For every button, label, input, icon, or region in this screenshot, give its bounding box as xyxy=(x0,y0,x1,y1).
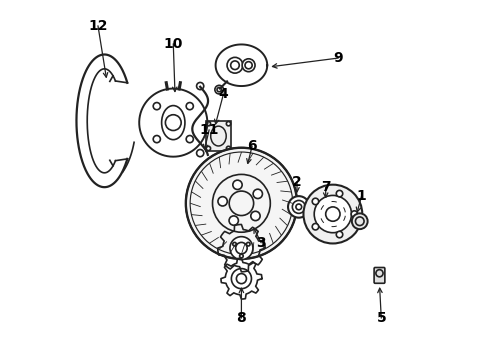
Circle shape xyxy=(226,146,231,150)
Text: 4: 4 xyxy=(219,87,228,101)
Circle shape xyxy=(233,180,242,189)
Text: 11: 11 xyxy=(199,123,219,137)
Circle shape xyxy=(186,103,194,110)
Circle shape xyxy=(206,122,211,126)
Circle shape xyxy=(246,242,250,246)
Text: 6: 6 xyxy=(247,139,257,153)
Circle shape xyxy=(312,198,318,204)
Text: 8: 8 xyxy=(237,311,246,325)
Circle shape xyxy=(312,224,318,230)
Circle shape xyxy=(240,254,243,258)
Text: 9: 9 xyxy=(333,51,343,65)
Circle shape xyxy=(233,242,236,246)
Circle shape xyxy=(229,216,239,225)
Text: 5: 5 xyxy=(376,311,386,325)
Circle shape xyxy=(206,146,211,150)
Circle shape xyxy=(288,196,310,218)
Circle shape xyxy=(336,231,343,238)
Circle shape xyxy=(231,269,251,289)
FancyBboxPatch shape xyxy=(374,267,385,283)
Text: 2: 2 xyxy=(292,175,302,189)
Circle shape xyxy=(303,185,362,243)
Circle shape xyxy=(229,191,254,216)
Circle shape xyxy=(226,122,231,126)
Circle shape xyxy=(227,57,243,73)
Text: 7: 7 xyxy=(321,180,330,194)
Circle shape xyxy=(186,148,297,259)
Circle shape xyxy=(186,135,194,143)
Circle shape xyxy=(215,85,223,94)
Circle shape xyxy=(242,59,255,72)
Circle shape xyxy=(253,189,263,198)
Text: 3: 3 xyxy=(256,236,266,250)
Circle shape xyxy=(153,103,160,110)
Circle shape xyxy=(196,149,204,157)
Circle shape xyxy=(251,211,260,221)
Text: 12: 12 xyxy=(88,19,108,33)
Circle shape xyxy=(336,190,343,197)
Circle shape xyxy=(218,197,227,206)
Circle shape xyxy=(153,135,160,143)
Circle shape xyxy=(352,213,368,229)
Circle shape xyxy=(196,82,204,90)
Circle shape xyxy=(213,174,270,232)
Text: 10: 10 xyxy=(164,37,183,51)
Circle shape xyxy=(351,211,358,217)
Circle shape xyxy=(314,195,351,233)
Text: 1: 1 xyxy=(357,189,367,203)
FancyBboxPatch shape xyxy=(205,121,231,151)
Circle shape xyxy=(230,237,253,260)
